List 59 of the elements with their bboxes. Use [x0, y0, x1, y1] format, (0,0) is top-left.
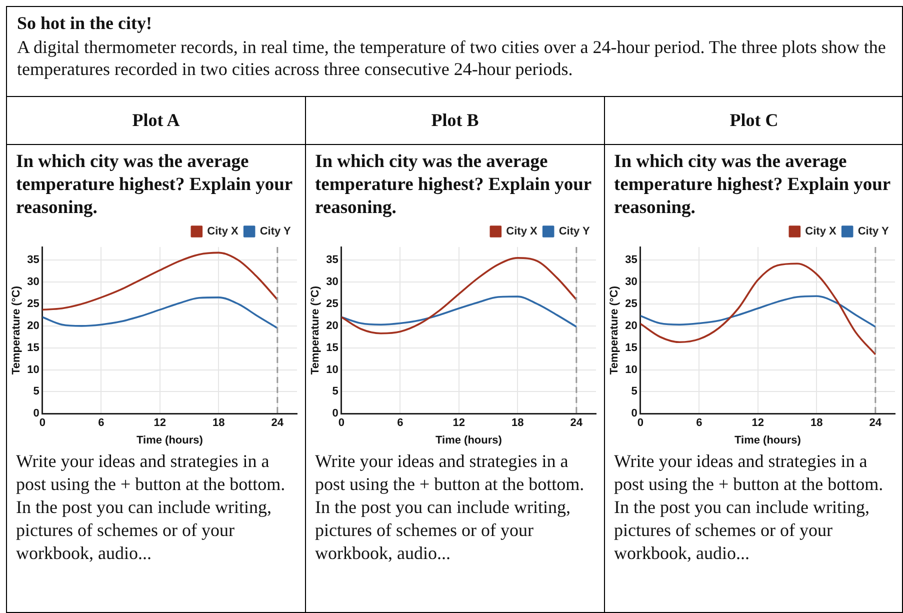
y-axis-title: Temperature (°C)	[310, 286, 322, 375]
legend-label: City Y	[858, 226, 890, 238]
y-tick-label: 35	[27, 254, 40, 266]
y-tick-label: 25	[625, 298, 638, 310]
y-tick-label: 35	[326, 254, 338, 266]
y-tick-label: 15	[27, 342, 40, 354]
x-tick-label: 18	[512, 417, 524, 430]
y-tick-label: 5	[631, 386, 638, 398]
x-tick-label: 12	[154, 417, 166, 430]
y-tick-label: 30	[625, 276, 638, 288]
legend-label: City Y	[260, 226, 292, 238]
y-tick-label: 30	[326, 276, 338, 288]
y-tick-label: 35	[625, 254, 638, 266]
y-tick-label: 10	[326, 364, 338, 376]
chart-subtitle: In which city was the average temperature highest? Explain your reasoning.	[15, 151, 294, 220]
x-tick-label: 24	[570, 417, 584, 430]
chart-title: Plot B	[306, 97, 604, 145]
text: Write your ideas and strategies in a post using the + button at the bottom. In the post you can include writing, pictures of schemes or of your workbook, audio...	[314, 450, 586, 565]
y-tick-label: 0	[631, 408, 638, 420]
y-tick-label: 5	[33, 386, 40, 398]
y-axis-title: Temperature (°C)	[608, 286, 621, 375]
chart-title: Plot A	[7, 97, 305, 145]
x-tick-label: 18	[810, 417, 823, 430]
y-tick-label: 15	[326, 342, 338, 354]
y-tick-label: 20	[625, 320, 638, 332]
y-axis-title: Temperature (°C)	[10, 286, 23, 375]
y-tick-label: 25	[326, 298, 338, 310]
y-tick-label: 20	[27, 320, 40, 332]
legend-label: City X	[207, 226, 239, 238]
y-tick-label: 0	[332, 408, 338, 420]
y-tick-label: 10	[27, 364, 40, 376]
text: Write your ideas and strategies in a post using the + button at the bottom. In the post you can include writing, pictures of schemes or of your workbook, audio...	[613, 450, 884, 565]
x-tick-label: 24	[869, 417, 882, 430]
x-tick-label: 6	[98, 417, 104, 430]
legend-label: City Y	[558, 226, 590, 238]
text: So hot in the city!	[17, 13, 153, 34]
text: A digital thermometer records, in real time, the temperature of two cities over a 24-hour period. The three plots show the temperatures recorded in two cities across three consecutive 24-hour periods.	[17, 36, 887, 80]
y-tick-label: 20	[326, 320, 338, 332]
x-tick-label: 12	[452, 417, 466, 430]
legend-label: City X	[506, 226, 538, 238]
x-tick-label: 6	[397, 417, 404, 430]
y-tick-label: 15	[625, 342, 638, 354]
x-tick-label: 6	[696, 417, 702, 430]
x-tick-label: 24	[271, 417, 284, 430]
x-axis-title: Time (hours)	[136, 434, 204, 446]
chart-subtitle: In which city was the average temperature highest? Explain your reasoning.	[314, 151, 592, 220]
x-axis-title: Time (hours)	[734, 434, 802, 446]
chart-subtitle: In which city was the average temperature highest? Explain your reasoning.	[613, 151, 892, 220]
y-tick-label: 30	[27, 276, 40, 288]
text: Write your ideas and strategies in a post using the + button at the bottom. In the post you can include writing, pictures of schemes or of your workbook, audio...	[15, 450, 286, 565]
y-tick-label: 10	[625, 364, 638, 376]
y-tick-label: 5	[332, 386, 338, 398]
legend-label: City X	[805, 226, 837, 238]
x-tick-label: 18	[212, 417, 225, 430]
x-tick-label: 12	[752, 417, 764, 430]
y-tick-label: 25	[27, 298, 40, 310]
y-tick-label: 0	[33, 408, 40, 420]
chart-title: Plot C	[605, 97, 903, 145]
x-axis-title: Time (hours)	[436, 434, 502, 446]
